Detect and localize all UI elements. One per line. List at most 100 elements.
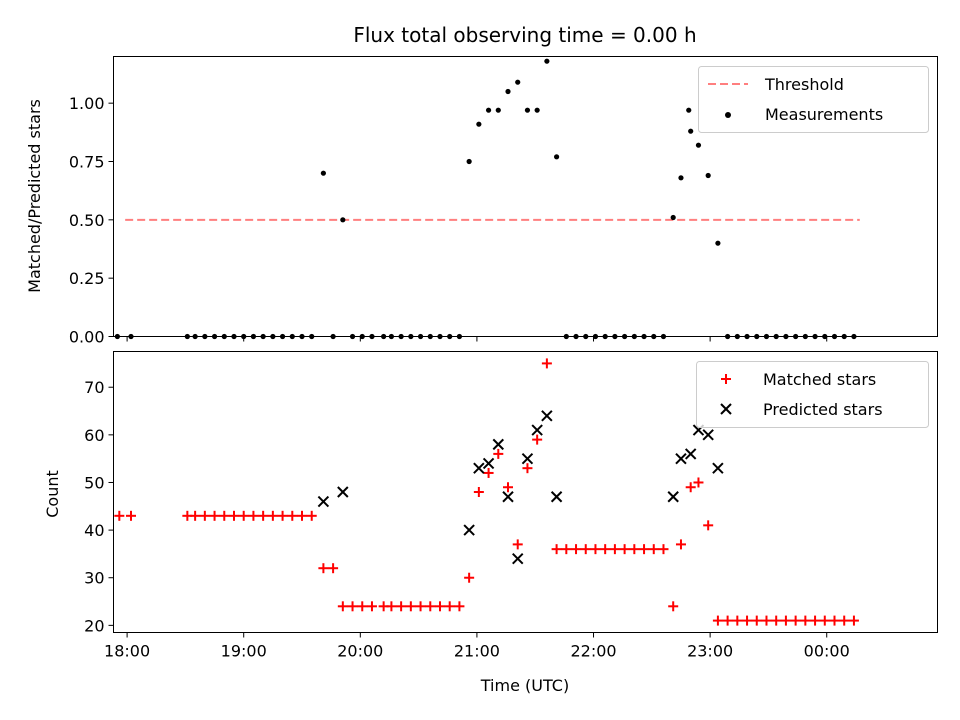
- measurement-point: [524, 107, 531, 113]
- x-tick-label: 23:00: [687, 642, 733, 661]
- legend-plus-marker: [721, 374, 731, 384]
- matched-star-point: [722, 615, 733, 626]
- y-tick-label: 40: [84, 521, 104, 540]
- matched-star-point: [522, 463, 533, 474]
- y-tick-label: 60: [84, 426, 104, 445]
- measurement-point: [705, 172, 711, 179]
- measurement-point: [485, 107, 492, 113]
- measurement-point: [466, 158, 472, 165]
- top-panel: Flux total observing time = 0.00 h Match…: [25, 23, 938, 347]
- y-tick-label: 30: [84, 569, 104, 588]
- matched-star-point: [571, 544, 582, 555]
- bottom-legend-box: [696, 361, 929, 428]
- matched-star-point: [357, 601, 368, 612]
- predicted-star-point: [684, 448, 697, 460]
- legend-predicted-label: Predicted stars: [763, 400, 883, 419]
- matched-star-point: [493, 448, 504, 459]
- matched-star-point: [839, 615, 850, 626]
- matched-star-point: [810, 615, 821, 626]
- matched-star-point: [396, 601, 407, 612]
- matched-star-point: [732, 615, 743, 626]
- chart-title: Flux total observing time = 0.00 h: [353, 23, 696, 47]
- x-tick-label: 19:00: [221, 642, 267, 661]
- legend-matched-label: Matched stars: [763, 370, 876, 389]
- matched-star-point: [848, 615, 859, 626]
- matched-star-point: [600, 544, 611, 555]
- y-tick-label: 50: [84, 473, 104, 492]
- top-legend-box: [698, 66, 929, 133]
- matched-star-point: [751, 615, 762, 626]
- legend-measurements-label: Measurements: [765, 105, 883, 124]
- matched-star-point: [366, 601, 377, 612]
- predicted-star-point: [317, 495, 330, 508]
- predicted-star-point: [492, 438, 504, 451]
- measurement-point: [553, 154, 560, 160]
- matched-star-point: [761, 615, 772, 626]
- predicted-star-point: [463, 524, 475, 536]
- matched-star-point: [405, 601, 416, 612]
- matched-star-point: [347, 601, 358, 612]
- matched-star-point: [590, 544, 601, 555]
- matched-star-point: [297, 510, 308, 521]
- predicted-star-point: [502, 491, 514, 503]
- predicted-star-point: [667, 491, 679, 503]
- measurement-point: [505, 88, 511, 95]
- matched-star-point: [306, 510, 317, 521]
- measurement-point: [715, 240, 721, 246]
- matched-star-point: [541, 358, 552, 369]
- measurement-point: [476, 121, 482, 127]
- matched-star-point: [434, 601, 445, 612]
- matched-star-point: [703, 520, 714, 531]
- measurement-point: [686, 107, 692, 113]
- predicted-star-point: [550, 491, 563, 503]
- predicted-star-point: [473, 462, 485, 474]
- bottom-y-axis-label: Count: [43, 470, 62, 518]
- matched-star-point: [639, 544, 650, 555]
- x-tick-label: 20:00: [337, 642, 383, 661]
- matched-star-point: [580, 544, 591, 555]
- matched-star-point: [386, 601, 397, 612]
- top-axes-frame: [113, 56, 938, 337]
- matched-star-point: [561, 544, 572, 555]
- matched-star-point: [503, 482, 514, 493]
- matched-star-point: [328, 563, 339, 574]
- matched-star-point: [238, 510, 249, 521]
- legend-x-marker: [720, 403, 732, 415]
- matched-star-point: [248, 510, 259, 521]
- matched-star-point: [454, 601, 465, 612]
- top-legend: Threshold Measurements: [698, 66, 929, 133]
- bottom-axes-frame: [113, 351, 938, 633]
- matched-star-point: [742, 615, 753, 626]
- matched-star-point: [819, 615, 830, 626]
- top-y-axis-label: Matched/Predicted stars: [25, 99, 44, 293]
- measurement-point: [495, 107, 501, 113]
- matched-star-point: [258, 510, 269, 521]
- predicted-star-point: [521, 452, 534, 465]
- x-tick-label: 21:00: [454, 642, 500, 661]
- matched-star-point: [277, 510, 288, 521]
- measurement-point: [544, 58, 550, 64]
- matched-star-point: [551, 544, 562, 555]
- top-ticks: 0.00 0.25 0.50 0.75 1.00: [69, 94, 828, 347]
- matched-star-point: [190, 510, 201, 521]
- y-tick-label: 0.75: [69, 153, 105, 172]
- measurement-point: [678, 175, 684, 181]
- bottom-ticks: 20 30 40 50 60 70 18:00 19:00 20:00 21:00 22:00 23:…: [84, 378, 850, 660]
- x-tick-label: 22:00: [570, 642, 616, 661]
- predicted-star-point: [512, 552, 524, 565]
- legend-matched-swatch: [721, 374, 731, 384]
- predicted-star-point: [337, 486, 349, 498]
- y-tick-label: 20: [84, 616, 104, 635]
- measurement-point: [695, 142, 702, 148]
- measurement-point: [340, 217, 346, 223]
- x-tick-label: 18:00: [104, 642, 150, 661]
- matched-star-point: [693, 477, 704, 488]
- predicted-star-point: [702, 429, 714, 441]
- matched-star-point: [629, 544, 640, 555]
- matched-star-point: [125, 510, 136, 521]
- matched-star-point: [415, 601, 426, 612]
- predicted-points: [317, 410, 724, 565]
- measurement-point: [670, 214, 676, 221]
